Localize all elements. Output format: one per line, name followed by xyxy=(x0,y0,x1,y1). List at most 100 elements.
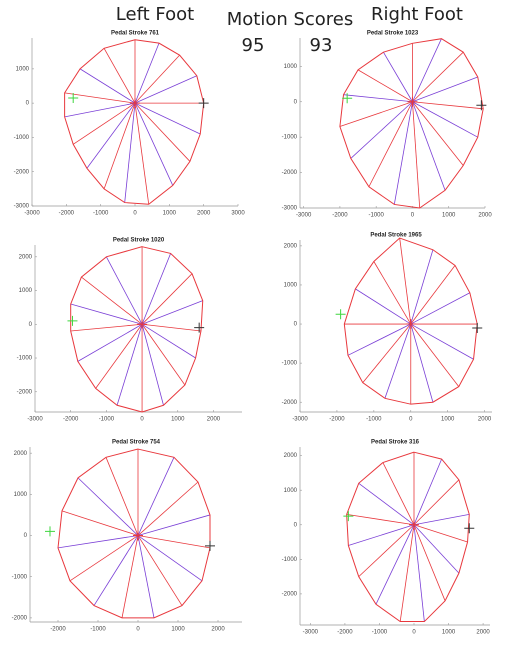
plot-panel: Pedal Stroke 754 -2000 -1000 0 1000 2000 -2000… xyxy=(12,440,242,633)
cross-marker xyxy=(405,319,416,330)
x-tick-label: 2000 xyxy=(476,630,490,636)
x-tick-label: -2000 xyxy=(337,630,353,636)
left-score: 95 xyxy=(242,35,265,56)
x-tick-label: -3000 xyxy=(24,211,40,217)
plot-title: Pedal Stroke 754 xyxy=(112,440,161,446)
spoke xyxy=(362,323,412,383)
spoke xyxy=(412,76,478,103)
x-tick-label: -1000 xyxy=(366,417,382,423)
x-tick-label: -3000 xyxy=(27,417,43,423)
spoke xyxy=(357,69,413,103)
x-tick-label: 2000 xyxy=(478,213,492,219)
spoke xyxy=(103,103,136,189)
y-tick-label: 2000 xyxy=(19,254,33,260)
y-tick-label: -2000 xyxy=(17,389,33,395)
y-tick-label: 1000 xyxy=(14,492,28,498)
spoke xyxy=(81,276,143,325)
spoke xyxy=(137,481,199,536)
spoke xyxy=(141,324,164,406)
y-tick-label: 1000 xyxy=(16,66,30,72)
spoke xyxy=(413,524,446,601)
spoke xyxy=(95,324,143,389)
y-tick-label: 0 xyxy=(294,99,298,105)
spoke xyxy=(358,482,415,526)
plot-panel: Pedal Stroke 316 -3000 -2000 -1000 0 1000 2000… xyxy=(282,440,491,636)
spoke xyxy=(134,54,180,104)
y-tick-label: 0 xyxy=(294,322,298,328)
x-tick-label: 1000 xyxy=(171,627,185,633)
cross-marker xyxy=(409,519,419,530)
x-tick-label: 0 xyxy=(133,211,137,217)
cross-marker xyxy=(137,319,148,330)
cross-marker xyxy=(194,322,205,333)
y-tick-label: 2000 xyxy=(14,451,28,457)
y-tick-label: -2000 xyxy=(12,615,28,621)
y-tick-label: -2000 xyxy=(282,591,298,597)
spoke xyxy=(134,102,201,135)
spoke xyxy=(121,535,139,618)
spoke xyxy=(410,323,474,360)
y-tick-label: 0 xyxy=(294,522,298,528)
x-tick-label: 3000 xyxy=(231,211,245,217)
y-tick-label: 2000 xyxy=(284,453,298,459)
x-tick-label: 0 xyxy=(140,417,144,423)
x-tick-label: 0 xyxy=(409,417,413,423)
spoke xyxy=(412,51,464,103)
y-tick-label: -2000 xyxy=(282,170,298,176)
cross-marker xyxy=(198,98,209,109)
spoke xyxy=(412,101,484,110)
plot-panel: Pedal Stroke 1023 -3000 -2000 -1000 0 1000 200… xyxy=(282,31,493,219)
spoke xyxy=(134,75,197,104)
spoke xyxy=(86,102,136,169)
spoke xyxy=(124,103,136,203)
x-tick-label: 0 xyxy=(136,627,140,633)
cross-marker xyxy=(205,540,215,551)
cross-marker xyxy=(472,322,483,333)
x-tick-label: 0 xyxy=(411,213,415,219)
spoke xyxy=(412,101,446,191)
plot-title: Pedal Stroke 1023 xyxy=(367,31,419,37)
spoke xyxy=(348,524,415,546)
x-tick-label: -3000 xyxy=(296,213,312,219)
stroke-outline xyxy=(339,38,484,209)
cross-marker xyxy=(464,523,475,534)
spoke xyxy=(410,249,434,325)
spoke xyxy=(69,535,139,582)
cross-marker xyxy=(130,98,140,109)
stroke-outline xyxy=(343,237,478,405)
spoke xyxy=(358,524,415,577)
spoke xyxy=(343,94,413,103)
spoke xyxy=(413,479,460,526)
spoke xyxy=(383,51,413,102)
spoke xyxy=(399,237,412,325)
spoke xyxy=(134,42,160,104)
cross-marker xyxy=(45,526,55,537)
y-tick-label: 0 xyxy=(26,101,30,107)
x-tick-label: -1000 xyxy=(99,417,115,423)
plot-panel: Pedal Stroke 761 -3000 -2000 -1000 0 1000 2000… xyxy=(14,31,246,217)
y-tick-label: -1000 xyxy=(14,135,30,141)
x-tick-label: 0 xyxy=(412,630,416,636)
cross-marker xyxy=(133,530,143,541)
y-tick-label: -3000 xyxy=(282,206,298,212)
spoke xyxy=(410,323,434,403)
spoke xyxy=(93,535,139,606)
spoke xyxy=(137,535,155,618)
spoke xyxy=(137,535,183,606)
x-tick-label: -1000 xyxy=(93,211,109,217)
x-tick-label: 1000 xyxy=(442,213,456,219)
spoke xyxy=(339,101,413,127)
plot-title: Pedal Stroke 316 xyxy=(371,440,420,446)
spoke xyxy=(141,324,186,386)
y-tick-label: 1000 xyxy=(284,488,298,494)
x-tick-label: -1000 xyxy=(372,630,388,636)
y-tick-label: -1000 xyxy=(282,361,298,367)
spoke xyxy=(410,265,456,325)
plot-title: Pedal Stroke 1965 xyxy=(370,233,422,239)
x-tick-label: 2000 xyxy=(197,211,211,217)
x-tick-label: -1000 xyxy=(90,627,106,633)
spoke xyxy=(137,535,211,549)
spoke xyxy=(413,524,460,574)
spoke xyxy=(393,101,413,205)
